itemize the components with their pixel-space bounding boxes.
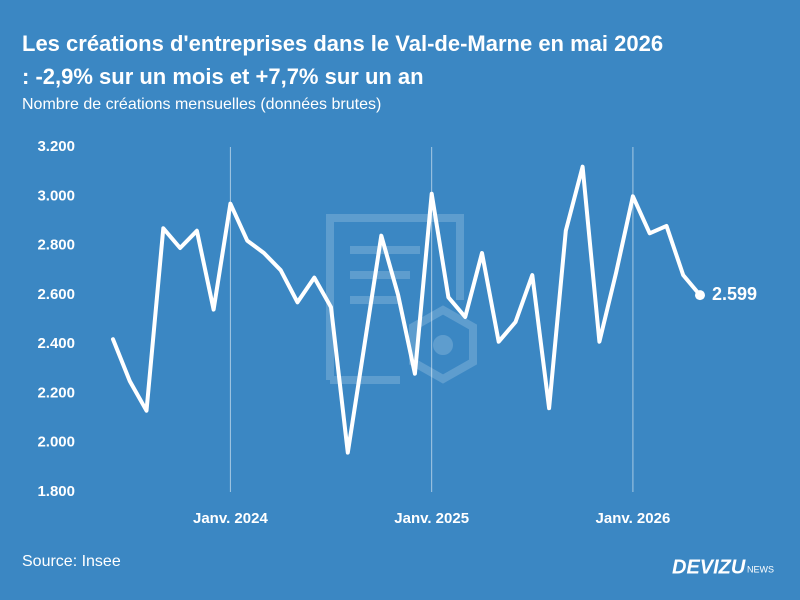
source: Source: Insee	[22, 553, 121, 570]
x-tick-label: Janv. 2026	[596, 510, 671, 527]
y-tick-label: 2.600	[37, 286, 75, 303]
line	[111, 164, 702, 455]
x-tick-label: Janv. 2025	[394, 510, 469, 527]
y-tick-label: 3.000	[37, 187, 75, 204]
chart-title: Les créations d'entreprises dans le Val-…	[22, 31, 663, 56]
y-tick-label: 2.000	[37, 434, 75, 451]
y-tick-label: 2.200	[37, 384, 75, 401]
y-tick-label: 2.400	[37, 335, 75, 352]
brand-suffix: NEWS	[747, 564, 774, 574]
x-tick-label: Janv. 2024	[193, 510, 268, 527]
watermark	[326, 214, 477, 384]
y-tick-label: 2.800	[37, 237, 75, 254]
chart-title: : -2,9% sur un mois et +7,7% sur un an	[22, 64, 424, 89]
y-tick-label: 1.800	[37, 483, 75, 500]
brand: DEVIZU	[672, 556, 746, 578]
chart-subtitle: Nombre de créations mensuelles (données …	[22, 96, 381, 113]
value-label: 2.599	[712, 284, 757, 304]
end-point	[695, 290, 705, 301]
y-tick-label: 3.200	[37, 138, 75, 155]
